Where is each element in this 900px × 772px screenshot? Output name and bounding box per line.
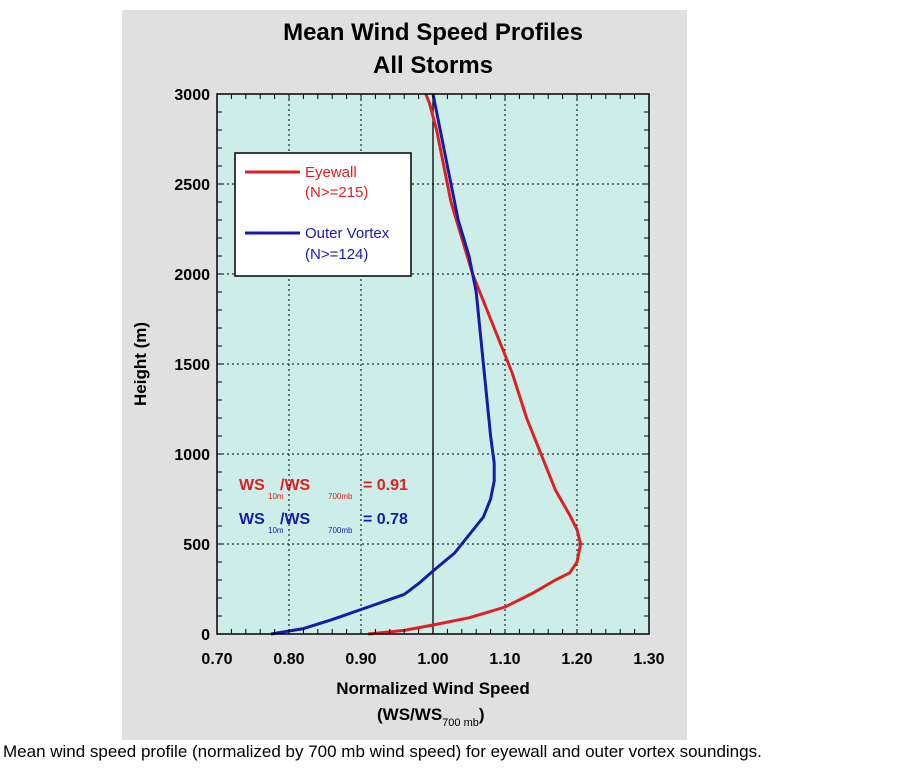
annotation-outer-vortex-ratio: WS 10m /WS 700mb = 0.78 (239, 511, 408, 535)
ratio-sub-700mb: 700mb (328, 492, 353, 501)
x-axis-sublabel-main: (WS/WS (377, 705, 442, 724)
x-axis-sublabel-sub: 700 mb (442, 717, 479, 729)
x-axis-sublabel: (WS/WS700 mb) (377, 705, 485, 729)
ratio-slash-ws: /WS (280, 477, 311, 494)
x-tick-label: 1.30 (633, 651, 664, 668)
x-axis-label: Normalized Wind Speed (336, 679, 529, 698)
y-tick-label: 3000 (174, 87, 210, 104)
ratio-sub-700mb: 700mb (328, 526, 353, 535)
y-tick-label: 500 (183, 537, 210, 554)
y-tick-label: 1500 (174, 357, 210, 374)
ratio-value: = 0.91 (363, 477, 408, 494)
annotation-eyewall-ratio: WS 10m /WS 700mb = 0.91 (239, 477, 408, 501)
y-tick-label: 0 (201, 627, 210, 644)
ratio-sub-10m: 10m (268, 526, 284, 535)
wind-speed-chart: Mean Wind Speed Profiles All Storms 0.70… (131, 19, 665, 729)
x-tick-label: 0.70 (201, 651, 232, 668)
x-axis-sublabel-close: ) (479, 705, 485, 724)
x-tick-label: 1.10 (489, 651, 520, 668)
ratio-value: = 0.78 (363, 511, 408, 528)
legend-label-outer-vortex: Outer Vortex (305, 225, 390, 242)
y-tick-label: 2500 (174, 177, 210, 194)
x-tick-label: 0.90 (345, 651, 376, 668)
x-tick-label: 1.20 (561, 651, 592, 668)
eyewall-line (368, 93, 583, 636)
y-axis-label: Height (m) (131, 322, 150, 406)
x-tick-label: 0.80 (273, 651, 304, 668)
legend-count-eyewall: (N>=215) (305, 184, 368, 201)
y-tick-label: 1000 (174, 447, 210, 464)
y-tick-label: 2000 (174, 267, 210, 284)
legend: Eyewall (N>=215) Outer Vortex (N>=124) (234, 152, 412, 277)
ratio-ws: WS (239, 511, 265, 528)
x-tick-label: 1.00 (417, 651, 448, 668)
axis-ticks: 0.70 0.80 0.90 1.00 1.10 1.20 1.30 0 500 1000 1500… (174, 87, 664, 668)
ratio-ws: WS (239, 477, 265, 494)
chart-subtitle: All Storms (373, 52, 493, 79)
outer-vortex-line (270, 93, 496, 636)
legend-count-outer-vortex: (N>=124) (305, 246, 368, 263)
chart-title: Mean Wind Speed Profiles (283, 19, 583, 46)
figure-caption: Mean wind speed profile (normalized by 7… (3, 742, 762, 761)
series-layer (270, 93, 583, 636)
ratio-slash-ws: /WS (280, 511, 311, 528)
ratio-sub-10m: 10m (268, 492, 284, 501)
legend-label-eyewall: Eyewall (305, 164, 357, 181)
